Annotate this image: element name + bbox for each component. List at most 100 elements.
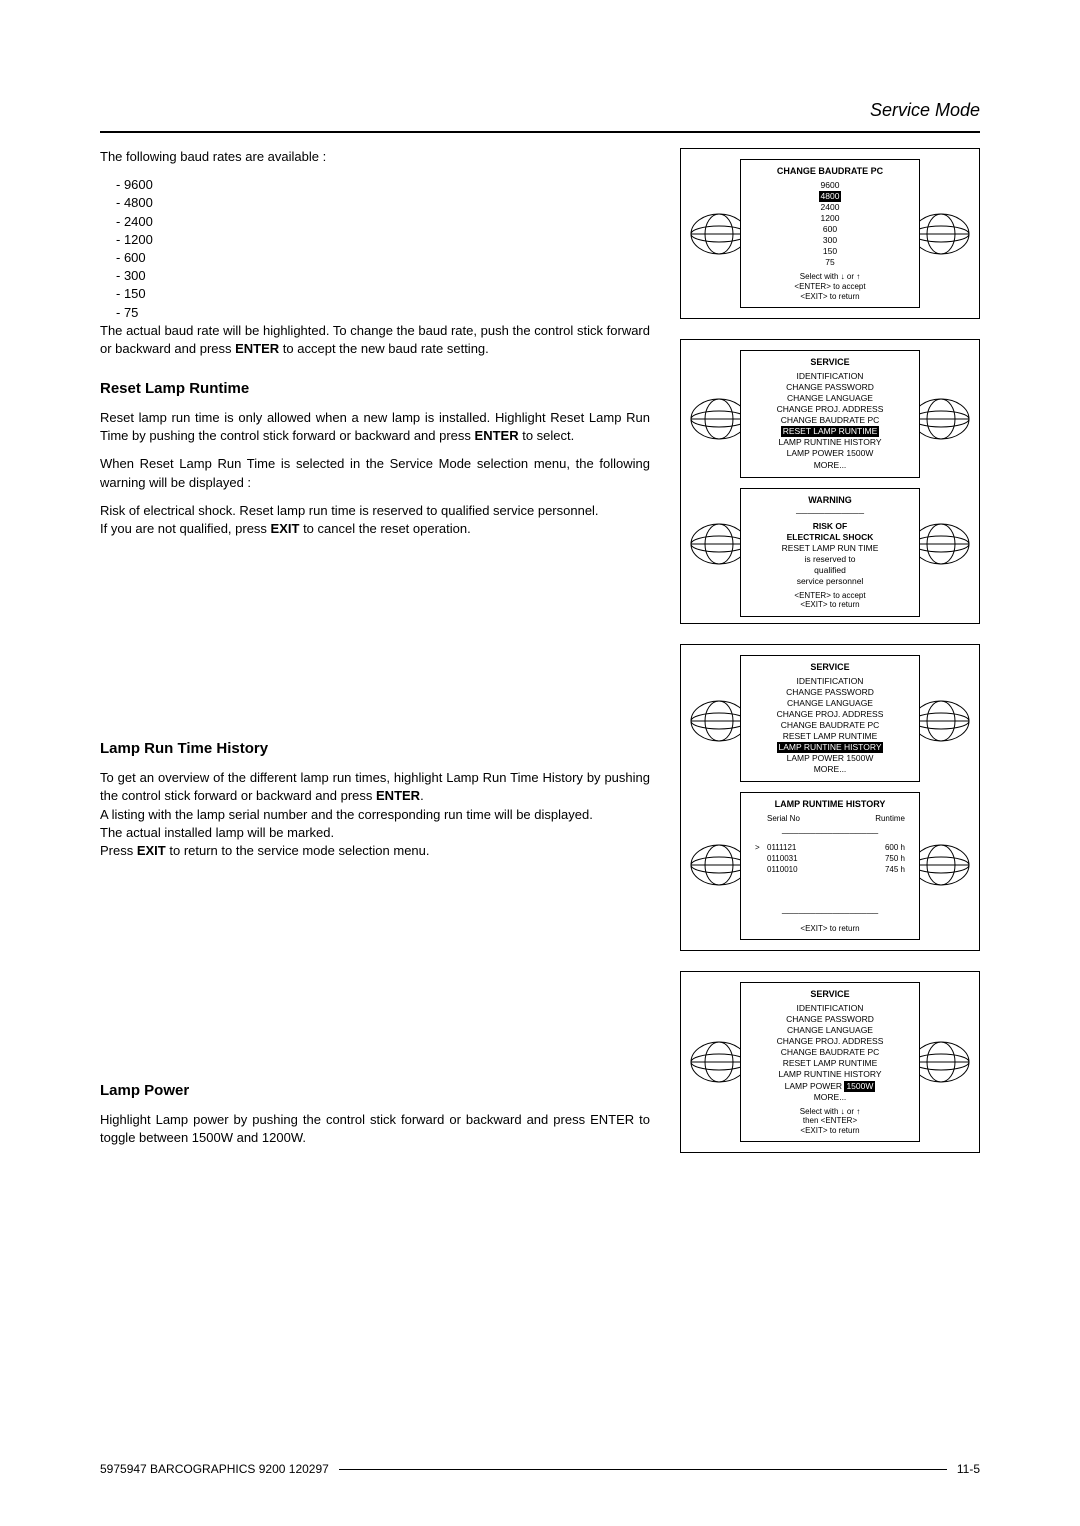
text: ELECTRICAL SHOCK xyxy=(745,532,915,543)
crt-line: CHANGE PROJ. ADDRESS xyxy=(745,709,915,720)
content: The following baud rates are available :… xyxy=(100,148,980,1158)
globe-icon xyxy=(911,204,971,264)
crt-line: 1200 xyxy=(745,213,915,224)
crt-service-power: SERVICE IDENTIFICATIONCHANGE PASSWORDCHA… xyxy=(680,971,980,1153)
text: <ENTER> to accept xyxy=(794,282,865,291)
text: Press xyxy=(100,843,137,858)
crt-line: qualified xyxy=(745,565,915,576)
text: A listing with the lamp serial number an… xyxy=(100,807,593,822)
crt-selected: RESET LAMP RUNTIME xyxy=(781,426,880,437)
crt-line: CHANGE LANGUAGE xyxy=(745,698,915,709)
crt-line: CHANGE LANGUAGE xyxy=(745,393,915,404)
text: <EXIT> to return xyxy=(800,1126,859,1135)
hist-row: 0110031750 h xyxy=(755,853,905,864)
text: to select. xyxy=(519,428,575,443)
crt-warning-inner: WARNING ──────────── RISK OF ELECTRICAL … xyxy=(740,488,920,617)
globe-icon xyxy=(911,389,971,449)
crt-hist-inner: LAMP RUNTIME HISTORY Serial No Runtime ─… xyxy=(740,792,920,940)
crt-title: SERVICE xyxy=(745,357,915,367)
crt-line: LAMP RUNTINE HISTORY xyxy=(745,1069,915,1080)
reset-p2: When Reset Lamp Run Time is selected in … xyxy=(100,455,650,491)
crt-title: SERVICE xyxy=(745,662,915,672)
baud-list: - 9600- 4800- 2400- 1200- 600- 300- 150-… xyxy=(116,176,650,322)
crt-line: CHANGE LANGUAGE xyxy=(745,1025,915,1036)
crt-line: 600 xyxy=(745,224,915,235)
crt-line: RESET LAMP RUNTIME xyxy=(745,1058,915,1069)
baud-item: - 4800 xyxy=(116,194,650,212)
baud-item: - 300 xyxy=(116,267,650,285)
crt-line: RESET LAMP RUNTIME xyxy=(745,426,915,437)
baud-intro: The following baud rates are available : xyxy=(100,148,650,166)
footer-right: 11-5 xyxy=(957,1462,980,1476)
text: then <ENTER> xyxy=(803,1116,857,1125)
crt-line: LAMP POWER 1500W xyxy=(745,1081,915,1092)
enter-key: ENTER xyxy=(235,341,279,356)
crt-selected: LAMP RUNTINE HISTORY xyxy=(777,742,884,753)
crt-baud-inner: CHANGE BAUDRATE PC 9600 4800 24001200600… xyxy=(740,159,920,308)
crt-line: LAMP RUNTINE HISTORY xyxy=(745,437,915,448)
crt-line: service personnel xyxy=(745,576,915,587)
crt-title: LAMP RUNTIME HISTORY xyxy=(745,799,915,809)
crt-line: MORE... xyxy=(745,764,915,775)
col-header: Runtime xyxy=(827,813,905,824)
crt-line: CHANGE BAUDRATE PC xyxy=(745,720,915,731)
text: <EXIT> to return xyxy=(800,292,859,301)
crt-line: CHANGE PASSWORD xyxy=(745,382,915,393)
exit-key: EXIT xyxy=(271,521,300,536)
left-column: The following baud rates are available :… xyxy=(100,148,650,1158)
footer: 5975947 BARCOGRAPHICS 9200 120297 11-5 xyxy=(100,1462,980,1476)
history-heading: Lamp Run Time History xyxy=(100,738,650,759)
text: to accept the new baud rate setting. xyxy=(279,341,489,356)
crt-service-reset: SERVICE IDENTIFICATIONCHANGE PASSWORDCHA… xyxy=(680,339,980,624)
text: Select with ↓ or ↑ xyxy=(800,272,860,281)
header-rule xyxy=(100,131,980,133)
crt-foot: Select with ↓ or ↑ then <ENTER> <EXIT> t… xyxy=(745,1107,915,1136)
crt-line: 2400 xyxy=(745,202,915,213)
hist-table: Serial No Runtime ───────────────── >011… xyxy=(745,813,915,919)
col-header: Serial No xyxy=(767,813,827,824)
reset-heading: Reset Lamp Runtime xyxy=(100,378,650,399)
crt-line: IDENTIFICATION xyxy=(745,1003,915,1014)
crt-line: MORE... xyxy=(745,1092,915,1103)
baud-item: - 75 xyxy=(116,304,650,322)
power-p1: Highlight Lamp power by pushing the cont… xyxy=(100,1111,650,1147)
text: Risk of electrical shock. Reset lamp run… xyxy=(100,503,599,518)
globe-icon xyxy=(911,514,971,574)
crt-line: IDENTIFICATION xyxy=(745,371,915,382)
crt-title: CHANGE BAUDRATE PC xyxy=(745,166,915,176)
crt-foot: <ENTER> to accept <EXIT> to return xyxy=(745,591,915,610)
crt-line: 75 xyxy=(745,257,915,268)
crt-line: RESET LAMP RUNTIME xyxy=(745,731,915,742)
crt-title: WARNING xyxy=(745,495,915,505)
enter-key: ENTER xyxy=(475,428,519,443)
crt-line: 4800 xyxy=(745,191,915,202)
crt-svc-hist-inner: SERVICE IDENTIFICATIONCHANGE PASSWORDCHA… xyxy=(740,655,920,782)
text: If you are not qualified, press xyxy=(100,521,271,536)
text: . xyxy=(420,788,424,803)
crt-svc-pwr-inner: SERVICE IDENTIFICATIONCHANGE PASSWORDCHA… xyxy=(740,982,920,1142)
baud-item: - 1200 xyxy=(116,231,650,249)
crt-line: IDENTIFICATION xyxy=(745,676,915,687)
text: LAMP POWER xyxy=(785,1081,842,1091)
crt-line: CHANGE PASSWORD xyxy=(745,687,915,698)
globe-icon xyxy=(911,1032,971,1092)
text: To get an overview of the different lamp… xyxy=(100,770,650,803)
enter-key: ENTER xyxy=(376,788,420,803)
baud-item: - 9600 xyxy=(116,176,650,194)
text: The actual installed lamp will be marked… xyxy=(100,825,334,840)
globe-icon xyxy=(911,835,971,895)
crt-line: LAMP POWER 1500W xyxy=(745,753,915,764)
crt-selected: 1500W xyxy=(844,1081,875,1092)
power-heading: Lamp Power xyxy=(100,1080,650,1101)
footer-left: 5975947 BARCOGRAPHICS 9200 120297 xyxy=(100,1462,329,1476)
divider: ──────────── xyxy=(745,509,915,518)
crt-line: RESET LAMP RUN TIME xyxy=(745,543,915,554)
crt-baudrate: CHANGE BAUDRATE PC 9600 4800 24001200600… xyxy=(680,148,980,319)
baud-item: - 150 xyxy=(116,285,650,303)
crt-line: 9600 xyxy=(745,180,915,191)
text: Select with ↓ or ↑ xyxy=(800,1107,860,1116)
crt-line: MORE... xyxy=(745,460,915,471)
crt-line: LAMP RUNTINE HISTORY xyxy=(745,742,915,753)
text: to cancel the reset operation. xyxy=(299,521,470,536)
hist-row: >0111121600 h xyxy=(755,842,905,853)
